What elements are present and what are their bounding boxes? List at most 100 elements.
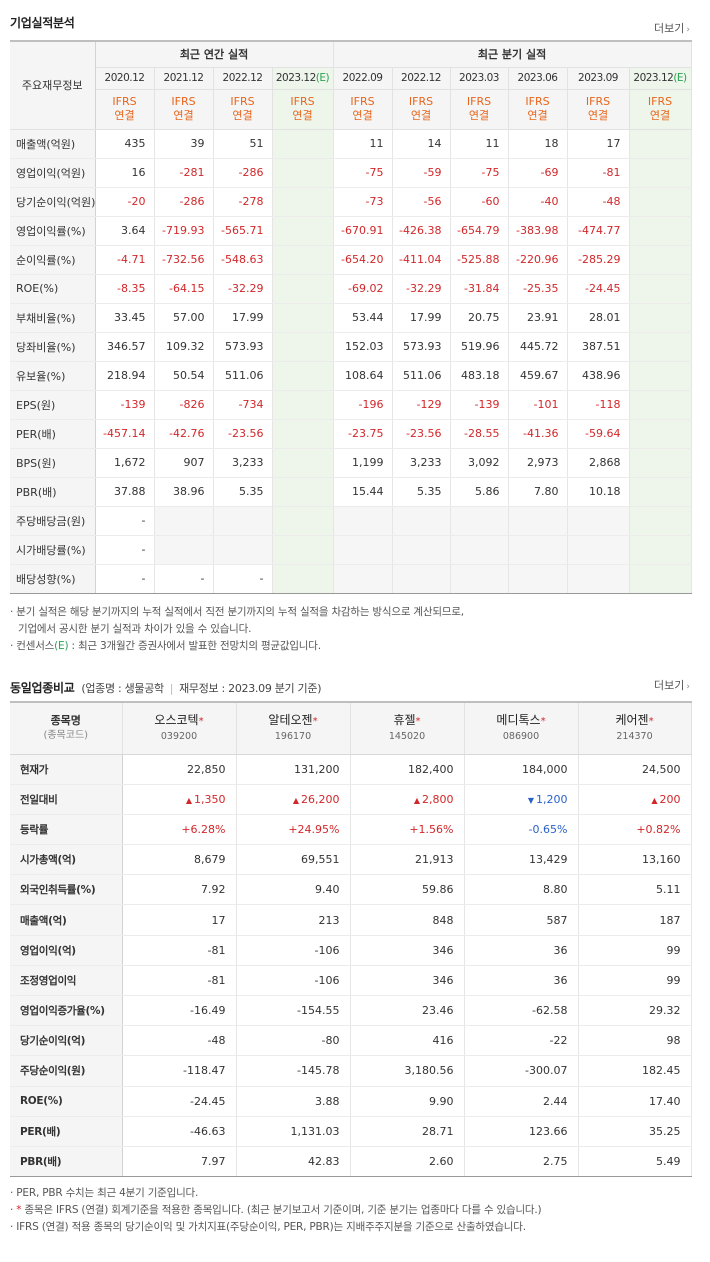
table-cell: 213	[236, 904, 351, 936]
table-cell: ▲ 26,200	[236, 784, 351, 815]
table-cell: +24.95%	[236, 814, 351, 846]
more-link-peer[interactable]: 더보기 ›	[654, 677, 690, 693]
table-row: 매출액(억) 17 213 848 587 187	[10, 904, 692, 936]
row-label: 영업이익률(%)	[10, 215, 96, 246]
table-cell: 13,160	[578, 844, 692, 876]
table-cell: -548.63	[213, 245, 273, 275]
table-cell: 99	[578, 965, 692, 997]
ifrs-star-mark: *	[415, 715, 421, 727]
row-label: PBR(배)	[10, 477, 96, 507]
company-header[interactable]: 메디톡스* 086900	[464, 702, 579, 755]
period-header[interactable]: 2023.06	[508, 67, 568, 90]
period-header[interactable]: 2020.12	[95, 67, 155, 90]
table-cell: 1,672	[95, 448, 155, 478]
period-header[interactable]: 2023.03	[450, 67, 509, 90]
table-cell	[392, 505, 451, 536]
table-cell: -220.96	[508, 245, 568, 275]
ifrs-star-mark: *	[198, 715, 204, 727]
table-cell: 573.93	[213, 332, 273, 362]
table-cell: 5.35	[392, 477, 451, 507]
row-label: 매출액(억원)	[10, 129, 96, 159]
company-name[interactable]: 메디톡스	[496, 712, 541, 727]
consolidated-label: 연결	[587, 109, 609, 122]
table-cell	[272, 564, 334, 594]
ifrs-label: IFRS	[171, 95, 196, 108]
note-text: 분기 실적은 해당 분기까지의 누적 실적에서 직전 분기까지의 누적 실적을 …	[16, 606, 464, 618]
company-code: 214370	[616, 730, 653, 742]
period-label: 2023.06	[517, 72, 558, 84]
ifrs-header: IFRS 연결	[629, 89, 692, 130]
table-cell	[629, 564, 692, 594]
table-row: 영업이익률(%) 3.64 -719.93 -565.71 -670.91 -426.38…	[10, 215, 692, 246]
period-header[interactable]: 2023.09	[567, 67, 630, 90]
table-cell	[450, 535, 509, 565]
stock-name-header-label: 종목명	[50, 714, 81, 728]
table-cell: 15.44	[333, 477, 393, 507]
table-cell: 445.72	[508, 332, 568, 362]
table-cell: -106	[236, 935, 351, 966]
table-cell: -281	[154, 158, 214, 188]
table-cell	[272, 361, 334, 391]
table-cell: -286	[213, 158, 273, 188]
company-header[interactable]: 케어젠* 214370	[578, 702, 692, 755]
table-cell: 2.60	[350, 1146, 465, 1178]
company-code: 086900	[502, 730, 540, 742]
table-cell: 1,199	[333, 448, 393, 478]
company-name[interactable]: 오스코텍	[154, 712, 199, 727]
company-header[interactable]: 알테오젠* 196170	[236, 702, 351, 755]
table-cell	[272, 187, 334, 217]
table-cell: -457.14	[95, 419, 155, 449]
ifrs-header: IFRS 연결	[508, 89, 568, 130]
table-cell: 28.01	[567, 302, 630, 333]
ifrs-label: IFRS	[466, 95, 492, 108]
table-cell	[508, 505, 568, 536]
more-link-performance[interactable]: 더보기 ›	[654, 20, 690, 36]
period-header[interactable]: 2022.12	[213, 67, 273, 90]
table-row: 등락률 +6.28% +24.95% +1.56% -0.65% +0.82%	[10, 814, 692, 846]
consolidated-label: 연결	[114, 109, 135, 122]
period-header[interactable]: 2023.12(E)	[629, 67, 692, 90]
row-label: EPS(원)	[10, 389, 96, 420]
note-text: 컨센서스	[16, 640, 55, 652]
table-cell: -25.35	[508, 274, 568, 304]
table-row: PBR(배) 37.88 38.96 5.35 15.44 5.35 5.86 7.80 10.…	[10, 477, 692, 507]
period-label: 2022.09	[342, 72, 383, 84]
table-cell: -145.78	[236, 1055, 351, 1087]
table-cell: -64.15	[154, 274, 214, 304]
company-name[interactable]: 케어젠	[615, 712, 649, 727]
note-line: 기업에서 공시한 분기 실적과 차이가 있을 수 있습니다.	[10, 621, 464, 638]
table-cell: 587	[464, 904, 579, 936]
company-name[interactable]: 알테오젠	[268, 712, 313, 727]
table-cell	[392, 564, 451, 594]
table-cell: +0.82%	[578, 814, 692, 846]
table-cell: 17	[567, 129, 630, 159]
table-cell: -60	[450, 187, 509, 217]
period-header[interactable]: 2023.12(E)	[272, 67, 334, 90]
table-cell	[629, 129, 692, 159]
table-cell: ▼ 1,200	[464, 784, 579, 815]
table-cell: -654.20	[333, 245, 393, 275]
up-triangle-icon: ▲	[651, 795, 658, 805]
table-cell	[629, 187, 692, 217]
up-triangle-icon: ▲	[413, 795, 420, 805]
table-cell	[629, 389, 692, 420]
table-cell: -32.29	[392, 274, 451, 304]
ifrs-star-mark: *	[540, 715, 546, 727]
period-header[interactable]: 2022.12	[392, 67, 451, 90]
table-cell: 3,233	[213, 448, 273, 478]
table-cell: -59	[392, 158, 451, 188]
company-name[interactable]: 휴젤	[393, 712, 416, 727]
consolidated-label: 연결	[649, 109, 671, 122]
table-cell	[508, 535, 568, 565]
peer-comparison-table: 종목명 (종목코드) 오스코텍* 039200 알테오젠* 196170 휴젤* 145020…	[10, 701, 692, 1178]
period-header[interactable]: 2021.12	[154, 67, 214, 90]
company-header[interactable]: 오스코텍* 039200	[122, 702, 237, 755]
table-row: ROE(%) -24.45 3.88 9.90 2.44 17.40	[10, 1086, 692, 1117]
table-cell: 8.80	[464, 874, 579, 906]
table-cell: 17	[122, 904, 237, 936]
chevron-right-icon: ›	[686, 25, 690, 35]
table-cell: 57.00	[154, 302, 214, 333]
company-header[interactable]: 휴젤* 145020	[350, 702, 465, 755]
period-header[interactable]: 2022.09	[333, 67, 393, 90]
change-value: 1,350	[194, 792, 226, 806]
